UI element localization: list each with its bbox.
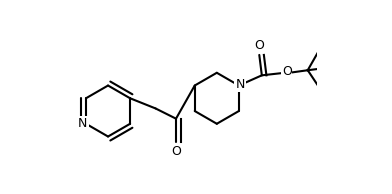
- Text: N: N: [78, 117, 87, 130]
- Text: N: N: [236, 78, 245, 91]
- Text: O: O: [254, 39, 264, 52]
- Text: O: O: [171, 146, 181, 158]
- Text: O: O: [282, 65, 292, 78]
